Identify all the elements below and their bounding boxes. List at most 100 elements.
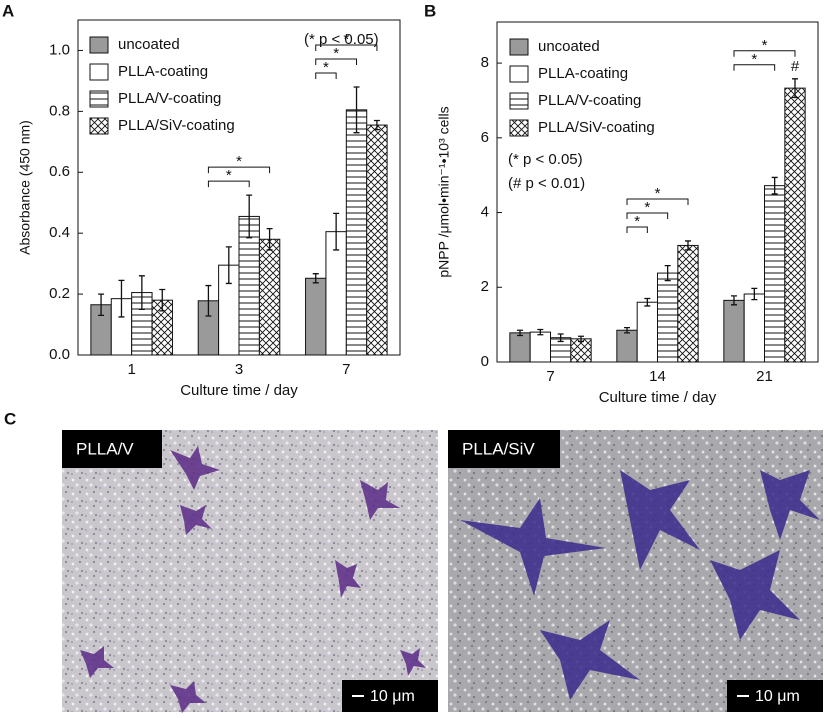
bar [743,293,765,363]
error-bar [684,240,691,251]
legend-swatch [89,117,109,135]
significance-label: * [343,31,349,48]
legend-swatch [509,38,529,56]
legend-swatch [89,90,109,108]
legend-label: uncoated [118,36,180,53]
error-bar [731,295,738,306]
error-bar [246,194,253,239]
bar [570,338,592,363]
label-box [62,430,162,468]
bar [366,124,388,356]
y-tick-label: 8 [481,54,489,71]
x-tick-label: 21 [756,368,773,385]
bar [345,109,368,356]
error-bar [557,333,564,343]
y-axis-label: pNPP /μmol•min⁻¹•10³ cells [436,106,452,277]
significance-bracket [626,198,689,205]
significance-mark: # [791,58,800,75]
significance-label: * [236,153,242,170]
legend-swatch [89,36,109,54]
legend-label: PLLA/SiV-coating [118,117,235,134]
x-tick-label: 14 [649,368,666,385]
bar [784,87,806,363]
significance-label: * [655,185,661,202]
significance-label: * [751,51,757,68]
significance-bracket [733,50,796,57]
significance-label: * [226,167,232,184]
x-axis-label: Culture time / day [599,389,717,406]
note: (* p < 0.05) [304,31,379,48]
legend-swatch [509,92,529,110]
y-tick-label: 6 [481,129,489,146]
legend-label: PLLA-coating [118,63,208,80]
error-bar [205,284,212,317]
scale-label: 10 μm [370,688,415,705]
significance-label: * [634,213,640,230]
error-bar [159,288,166,312]
cells [80,446,426,713]
legend-label: uncoated [538,38,600,55]
micrograph-panel: C PLLA/V 10 μm PLLA/SiV 10 μm [4,409,823,713]
significance-label: * [333,45,339,62]
y-tick-label: 0.6 [49,163,70,180]
y-tick-label: 4 [481,204,489,221]
significance-bracket [626,212,669,219]
bar [636,301,658,363]
bar [305,277,327,356]
error-bar [333,212,340,251]
bar [764,185,786,363]
panel-label: B [424,1,436,20]
error-bar [771,176,778,195]
error-bar [624,326,631,334]
note: (* p < 0.05) [508,151,583,168]
significance-label: * [762,37,768,54]
error-bar [644,297,651,307]
error-bar [353,86,360,134]
bar [616,329,638,363]
significance-bracket [733,64,776,71]
x-tick-label: 7 [342,361,350,378]
legend-label: PLLA/SiV-coating [538,119,655,136]
micrograph [62,430,438,712]
bar [723,299,745,363]
y-tick-label: 0.2 [49,285,70,302]
legend-swatch [509,65,529,83]
note: (# p < 0.01) [508,175,585,192]
significance-label: * [323,59,329,76]
error-bar [225,246,232,285]
error-bar [266,227,273,251]
bar [258,238,281,356]
bar [529,331,551,363]
x-tick-label: 1 [127,361,135,378]
error-bar [118,279,125,318]
x-tick-label: 7 [546,368,554,385]
error-bar [751,287,758,301]
significance-bracket [626,226,648,233]
panel-label: C [4,409,16,428]
cells [460,470,820,700]
legend-label: PLLA/V-coating [538,92,641,109]
y-tick-label: 0.4 [49,224,70,241]
error-bar [373,119,380,131]
image-label: PLLA/SiV [462,439,535,458]
bar [677,244,699,363]
charts: A 0.0 0.2 0.4 0.6 0.8 1.0 Absorbance (450 nm) Cu… [2,1,819,406]
label-box [448,430,560,468]
x-axis-label: Culture time / day [180,382,298,399]
bar [657,272,679,363]
significance-label: * [644,199,650,216]
legend-swatch [89,63,109,81]
significance-bracket [315,72,337,79]
y-tick-label: 0.0 [49,346,70,363]
x-tick-label: 3 [235,361,243,378]
legend-label: PLLA/V-coating [118,90,221,107]
y-tick-label: 0 [481,353,489,370]
significance-bracket [315,44,378,51]
error-bar [98,293,105,317]
error-bar [664,264,671,282]
scale-label: 10 μm [755,688,800,705]
y-tick-label: 1.0 [49,41,70,58]
y-axis-label: Absorbance (450 nm) [17,120,33,255]
error-bar [791,78,798,99]
significance-bracket [207,180,250,188]
